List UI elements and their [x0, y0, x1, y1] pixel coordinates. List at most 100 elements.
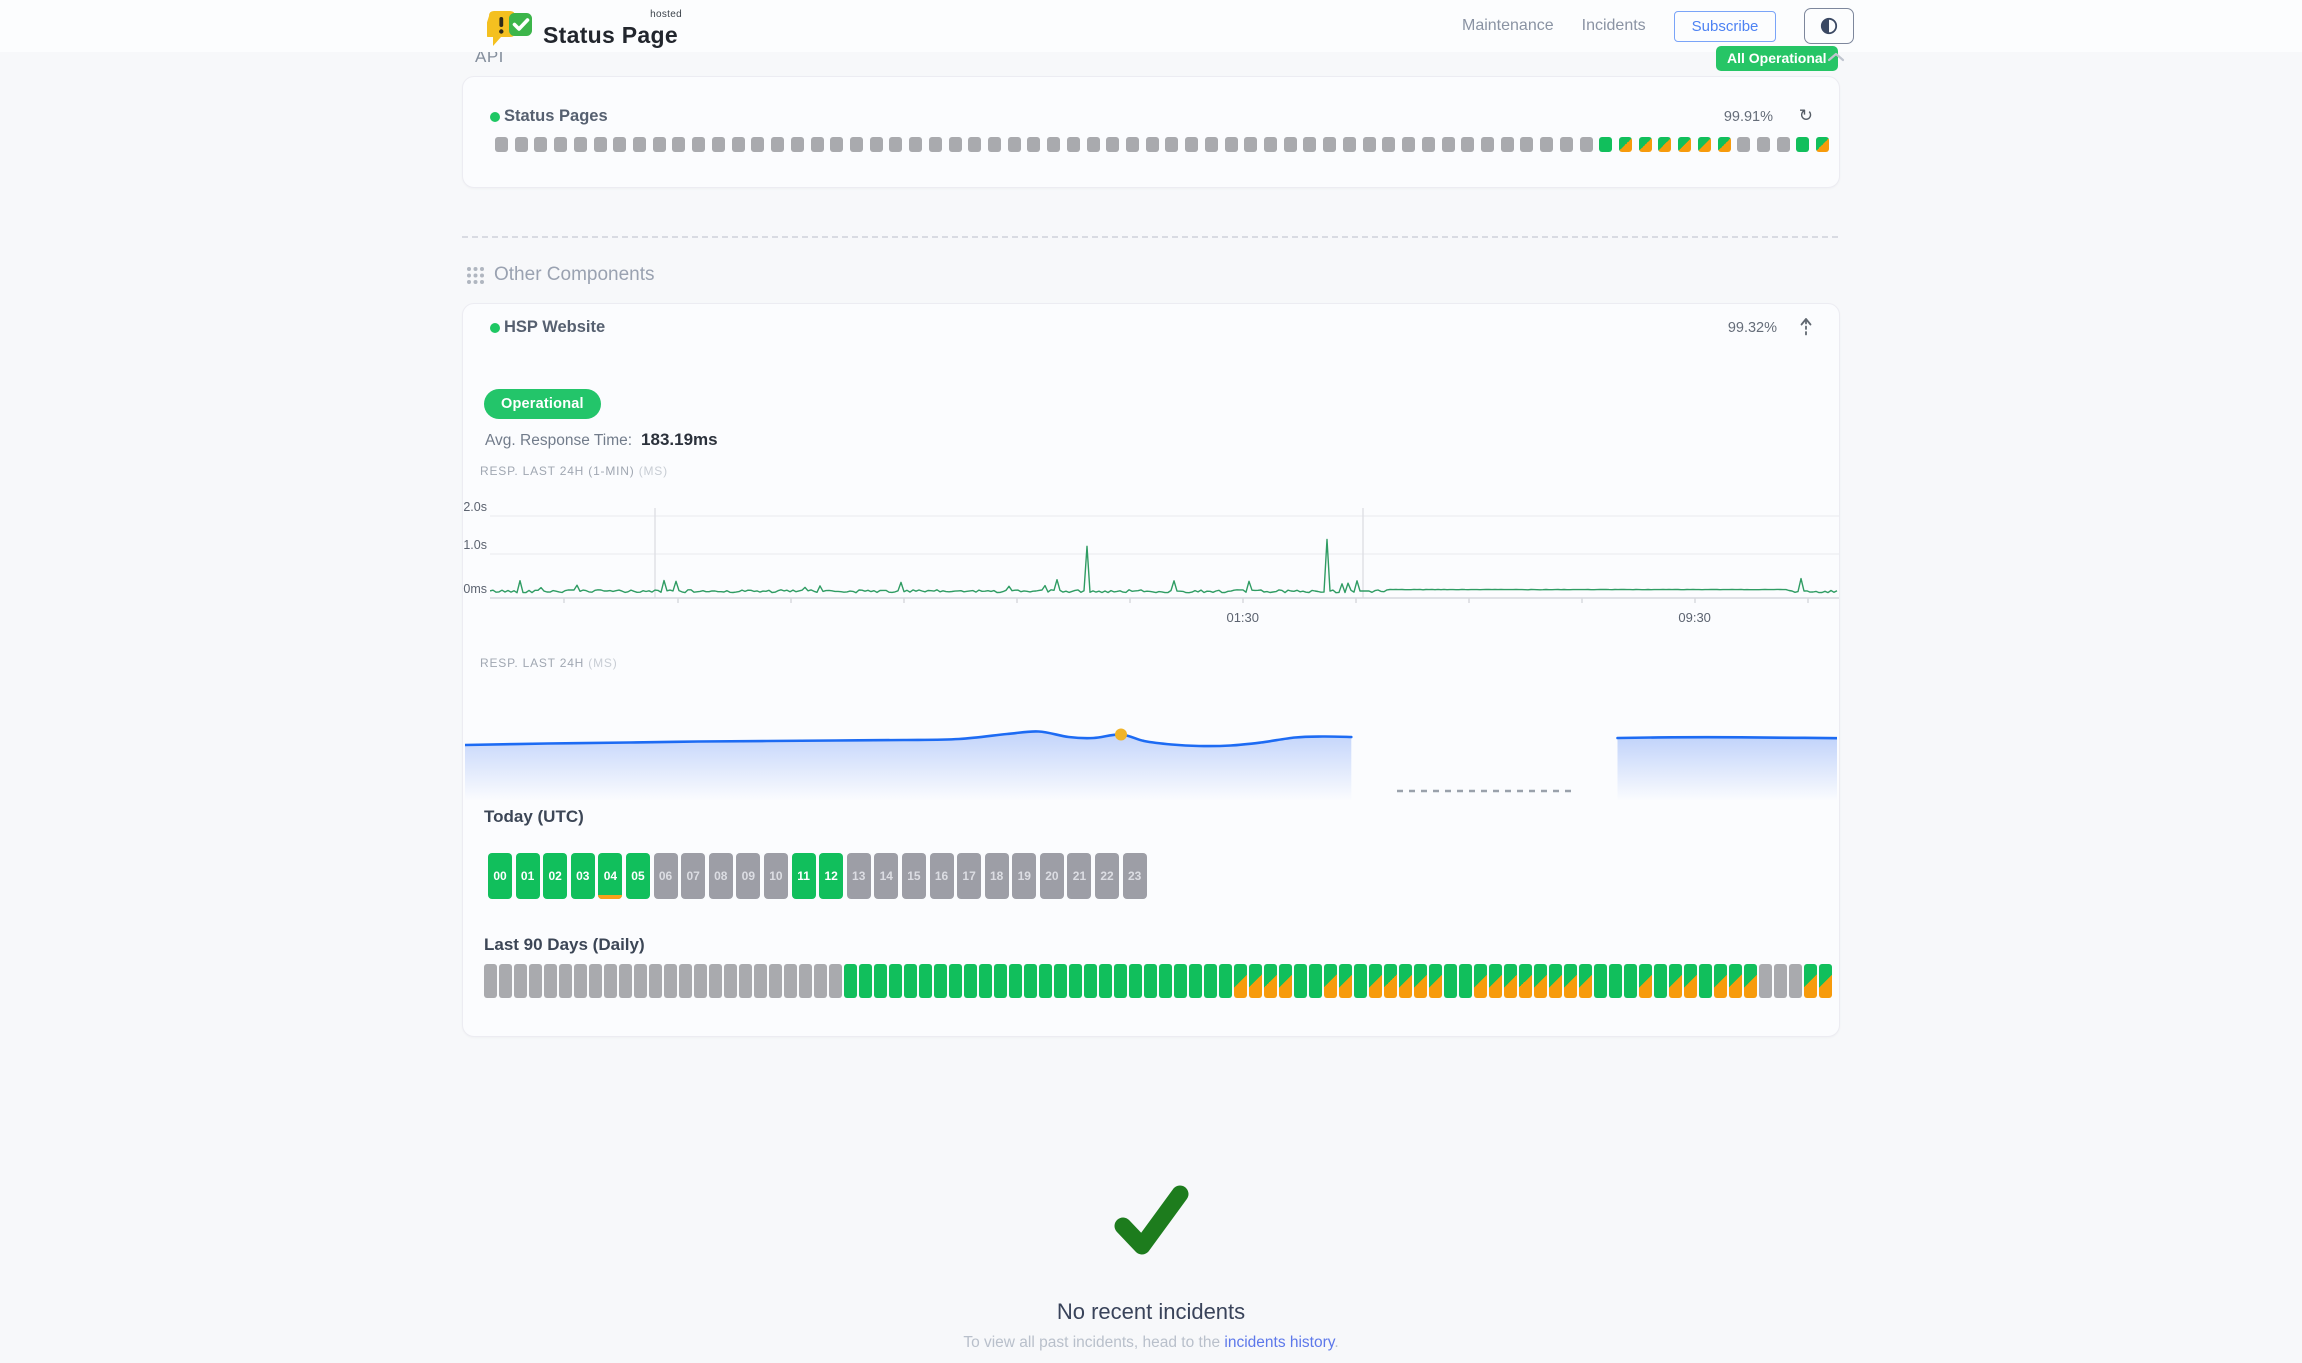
hour-block[interactable]: 14: [874, 853, 899, 899]
hour-block[interactable]: 12: [819, 853, 844, 899]
uptime-block[interactable]: [1678, 137, 1692, 152]
uptime-block[interactable]: [948, 137, 962, 152]
uptime-block[interactable]: [934, 964, 947, 998]
uptime-block[interactable]: [1174, 964, 1187, 998]
collapse-section-chevron-icon[interactable]: [1826, 50, 1846, 68]
uptime-block[interactable]: [499, 964, 512, 998]
uptime-block[interactable]: [1699, 964, 1712, 998]
uptime-block[interactable]: [1324, 964, 1337, 998]
uptime-block[interactable]: [593, 137, 607, 152]
uptime-block[interactable]: [1382, 137, 1396, 152]
uptime-block[interactable]: [814, 964, 827, 998]
uptime-block[interactable]: [1027, 137, 1041, 152]
uptime-block[interactable]: [1114, 964, 1127, 998]
uptime-block[interactable]: [799, 964, 812, 998]
uptime-block[interactable]: [1609, 964, 1622, 998]
uptime-block[interactable]: [1519, 964, 1532, 998]
uptime-block[interactable]: [1421, 137, 1435, 152]
uptime-block[interactable]: [1804, 964, 1817, 998]
uptime-block[interactable]: [604, 964, 617, 998]
response-time-chart-1min[interactable]: [490, 504, 1839, 606]
uptime-block[interactable]: [849, 137, 863, 152]
uptime-block[interactable]: [949, 964, 962, 998]
uptime-block[interactable]: [1219, 964, 1232, 998]
uptime-block[interactable]: [769, 964, 782, 998]
uptime-block[interactable]: [1559, 137, 1573, 152]
uptime-block[interactable]: [694, 964, 707, 998]
uptime-block[interactable]: [1009, 964, 1022, 998]
hour-block[interactable]: 16: [929, 853, 954, 899]
uptime-block[interactable]: [559, 964, 572, 998]
uptime-block[interactable]: [1564, 964, 1577, 998]
uptime-block[interactable]: [1444, 964, 1457, 998]
hour-block[interactable]: 09: [736, 853, 761, 899]
uptime-block[interactable]: [1244, 137, 1258, 152]
uptime-block[interactable]: [589, 964, 602, 998]
hour-block[interactable]: 11: [791, 853, 816, 899]
uptime-block[interactable]: [928, 137, 942, 152]
uptime-block[interactable]: [1684, 964, 1697, 998]
uptime-block[interactable]: [1039, 964, 1052, 998]
uptime-block[interactable]: [1294, 964, 1307, 998]
hour-block[interactable]: 10: [763, 853, 788, 899]
uptime-block[interactable]: [889, 137, 903, 152]
hour-block[interactable]: 04: [598, 853, 623, 899]
brand[interactable]: Status Page hosted: [487, 5, 682, 47]
uptime-block[interactable]: [1549, 964, 1562, 998]
uptime-block[interactable]: [1717, 137, 1731, 152]
uptime-block[interactable]: [692, 137, 706, 152]
uptime-block[interactable]: [1249, 964, 1262, 998]
uptime-block[interactable]: [904, 964, 917, 998]
uptime-block[interactable]: [1819, 964, 1832, 998]
uptime-block[interactable]: [1504, 964, 1517, 998]
uptime-block[interactable]: [1084, 964, 1097, 998]
uptime-block[interactable]: [484, 964, 497, 998]
uptime-block[interactable]: [1086, 137, 1100, 152]
uptime-block[interactable]: [1283, 137, 1297, 152]
hour-block[interactable]: 00: [488, 853, 512, 899]
hour-block[interactable]: 05: [625, 853, 650, 899]
hour-block[interactable]: 07: [681, 853, 706, 899]
uptime-block[interactable]: [968, 137, 982, 152]
theme-toggle-button[interactable]: [1804, 8, 1855, 44]
uptime-block[interactable]: [1054, 964, 1067, 998]
uptime-block[interactable]: [1639, 964, 1652, 998]
uptime-block[interactable]: [652, 137, 666, 152]
subscribe-button[interactable]: Subscribe: [1673, 10, 1777, 42]
uptime-block[interactable]: [1323, 137, 1337, 152]
hour-block[interactable]: 08: [708, 853, 733, 899]
hour-block[interactable]: 21: [1067, 853, 1092, 899]
hour-block[interactable]: 17: [957, 853, 982, 899]
uptime-block[interactable]: [964, 964, 977, 998]
hour-block[interactable]: 22: [1095, 853, 1120, 899]
uptime-block[interactable]: [844, 964, 857, 998]
uptime-block[interactable]: [1224, 137, 1238, 152]
uptime-block[interactable]: [1534, 964, 1547, 998]
uptime-block[interactable]: [1579, 964, 1592, 998]
uptime-block[interactable]: [634, 964, 647, 998]
uptime-block[interactable]: [1047, 137, 1061, 152]
uptime-block[interactable]: [1500, 137, 1514, 152]
uptime-block[interactable]: [859, 964, 872, 998]
uptime-block[interactable]: [1342, 137, 1356, 152]
uptime-block[interactable]: [771, 137, 785, 152]
uptime-block[interactable]: [1303, 137, 1317, 152]
uptime-block[interactable]: [1185, 137, 1199, 152]
uptime-block[interactable]: [810, 137, 824, 152]
uptime-block[interactable]: [1520, 137, 1534, 152]
uptime-block[interactable]: [619, 964, 632, 998]
uptime-block[interactable]: [1594, 964, 1607, 998]
uptime-block[interactable]: [1126, 137, 1139, 152]
uptime-block[interactable]: [1234, 964, 1247, 998]
uptime-block[interactable]: [649, 964, 662, 998]
uptime-block[interactable]: [1480, 137, 1494, 152]
uptime-block[interactable]: [784, 964, 797, 998]
uptime-block[interactable]: [731, 137, 745, 152]
uptime-block[interactable]: [514, 964, 527, 998]
uptime-block[interactable]: [829, 964, 842, 998]
uptime-block[interactable]: [919, 964, 932, 998]
uptime-block[interactable]: [1204, 137, 1218, 152]
uptime-block[interactable]: [1402, 137, 1416, 152]
uptime-block[interactable]: [1796, 137, 1810, 152]
uptime-block[interactable]: [1145, 137, 1159, 152]
